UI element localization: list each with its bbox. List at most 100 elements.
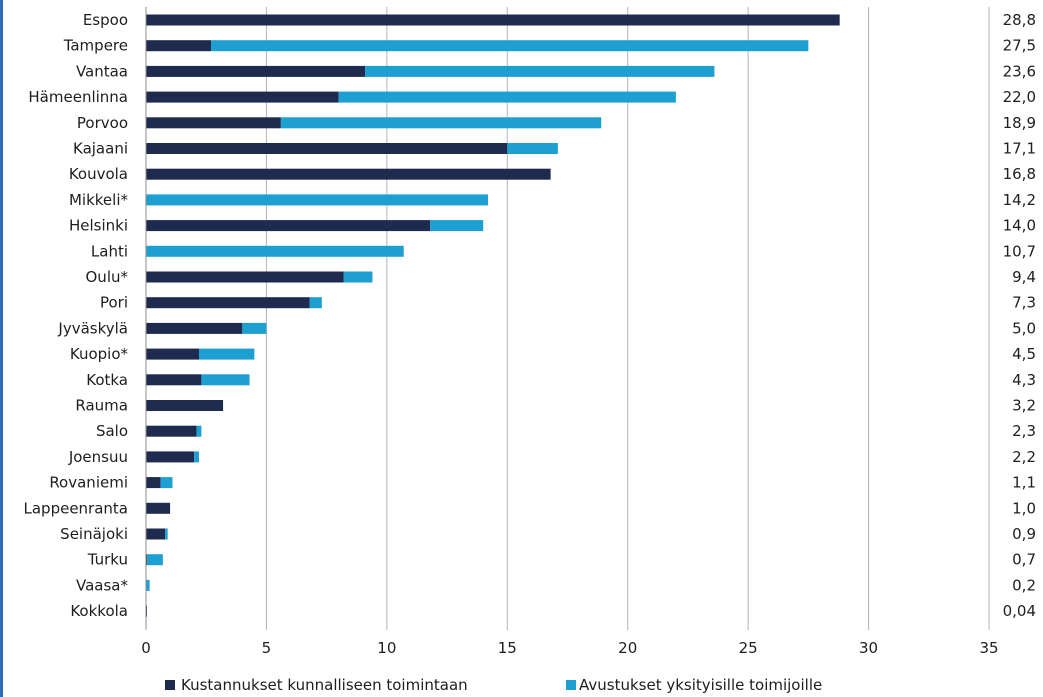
bar-segment-series-0 <box>146 117 281 129</box>
category-label: Espoo <box>83 11 128 29</box>
total-label: 16,8 <box>1003 165 1036 183</box>
bar-segment-series-1 <box>211 40 809 52</box>
bar-segment-series-0 <box>146 322 243 334</box>
total-label: 1,1 <box>1012 474 1036 492</box>
bar-segment-series-1 <box>309 297 322 309</box>
total-label: 1,0 <box>1012 499 1036 517</box>
bar-segment-series-1 <box>146 245 404 257</box>
bar-segment-series-1 <box>198 348 255 360</box>
bar-segment-series-0 <box>146 297 310 309</box>
category-label: Kotka <box>86 371 128 389</box>
category-label: Hämeenlinna <box>28 88 128 106</box>
bar-segment-series-1 <box>201 374 250 386</box>
total-label: 4,3 <box>1012 371 1036 389</box>
category-label: Kouvola <box>69 165 128 183</box>
total-label: 14,2 <box>1003 191 1036 209</box>
bar-segment-series-1 <box>194 451 199 463</box>
bar-segment-series-0 <box>146 65 366 77</box>
bar-segment-series-0 <box>146 14 840 26</box>
category-label: Pori <box>100 294 128 312</box>
bar-segment-series-0 <box>146 220 431 232</box>
total-label: 0,04 <box>1003 602 1036 620</box>
category-label: Lahti <box>91 242 128 260</box>
bars-layer <box>146 14 840 617</box>
category-label: Turku <box>87 551 128 569</box>
x-tick-label: 35 <box>979 639 998 657</box>
bar-segment-series-0 <box>146 374 202 386</box>
total-label: 3,2 <box>1012 397 1036 415</box>
category-label: Mikkeli* <box>69 191 129 209</box>
bar-segment-series-0 <box>146 91 339 103</box>
bar-segment-series-0 <box>146 528 166 540</box>
category-label: Salo <box>96 422 128 440</box>
bar-segment-series-0 <box>146 40 212 52</box>
total-label: 10,7 <box>1003 242 1036 260</box>
grid-layer <box>265 7 990 630</box>
bar-segment-series-1 <box>430 220 484 232</box>
bar-segment-series-1 <box>242 322 267 334</box>
category-label: Lappeenranta <box>24 499 129 517</box>
total-label: 2,3 <box>1012 422 1036 440</box>
x-tick-label: 0 <box>141 639 151 657</box>
labels-layer: Espoo 28,8 Tampere 27,5 Vantaa 23,6 Hämeenlinn… <box>24 11 1037 620</box>
bar-segment-series-1 <box>196 425 202 437</box>
category-label: Joensuu <box>68 448 128 466</box>
x-tick-label: 15 <box>498 639 517 657</box>
bar-segment-series-0 <box>146 271 344 283</box>
x-tick-label: 10 <box>377 639 396 657</box>
total-label: 0,7 <box>1012 551 1036 569</box>
x-tick-label: 25 <box>739 639 758 657</box>
category-label: Vantaa <box>76 62 128 80</box>
left-border <box>0 0 3 697</box>
bar-segment-series-0 <box>146 168 551 180</box>
category-label: Kokkola <box>70 602 128 620</box>
total-label: 5,0 <box>1012 319 1036 337</box>
total-label: 0,9 <box>1012 525 1036 543</box>
bar-segment-series-1 <box>147 554 163 566</box>
total-label: 17,1 <box>1003 140 1036 158</box>
legend: Kustannukset kunnalliseen toimintaan Avu… <box>165 676 822 694</box>
category-label: Vaasa* <box>76 576 128 594</box>
bar-segment-series-0 <box>146 554 148 566</box>
total-label: 4,5 <box>1012 345 1036 363</box>
category-label: Jyväskylä <box>57 319 128 337</box>
category-label: Seinäjoki <box>60 525 128 543</box>
total-label: 7,3 <box>1012 294 1036 312</box>
total-label: 27,5 <box>1003 37 1036 55</box>
bar-segment-series-0 <box>146 502 171 514</box>
category-label: Kuopio* <box>70 345 129 363</box>
x-tick-label: 5 <box>262 639 272 657</box>
bar-segment-series-1 <box>343 271 373 283</box>
axis-layer: 0 5 10 15 20 25 30 35 <box>141 7 999 657</box>
category-label: Helsinki <box>69 217 128 235</box>
bar-segment-series-0 <box>146 143 508 154</box>
total-label: 28,8 <box>1003 11 1036 29</box>
bar-segment-series-0 <box>146 451 195 463</box>
bar-segment-series-1 <box>338 91 676 103</box>
bar-segment-series-0 <box>146 425 197 437</box>
bar-segment-series-1 <box>165 528 168 540</box>
category-label: Kajaani <box>73 140 128 158</box>
bar-segment-series-1 <box>365 65 715 77</box>
bar-segment-series-0 <box>146 348 199 360</box>
total-label: 22,0 <box>1003 88 1036 106</box>
total-label: 14,0 <box>1003 217 1036 235</box>
legend-label-series-1: Avustukset yksityisille toimijoille <box>579 676 822 694</box>
x-tick-label: 30 <box>859 639 878 657</box>
category-label: Oulu* <box>86 268 129 286</box>
legend-label-series-0: Kustannukset kunnalliseen toimintaan <box>181 676 468 694</box>
total-label: 9,4 <box>1012 268 1036 286</box>
bar-segment-series-0 <box>146 477 161 489</box>
x-tick-label: 20 <box>618 639 637 657</box>
total-label: 2,2 <box>1012 448 1036 466</box>
bar-segment-series-0 <box>146 400 224 411</box>
category-label: Porvoo <box>77 114 128 132</box>
total-label: 0,2 <box>1012 576 1036 594</box>
legend-swatch-series-1 <box>566 680 576 690</box>
bar-segment-series-1 <box>160 477 173 489</box>
category-label: Rovaniemi <box>49 474 128 492</box>
bar-segment-series-1 <box>507 143 558 154</box>
bar-segment-series-1 <box>146 579 150 591</box>
